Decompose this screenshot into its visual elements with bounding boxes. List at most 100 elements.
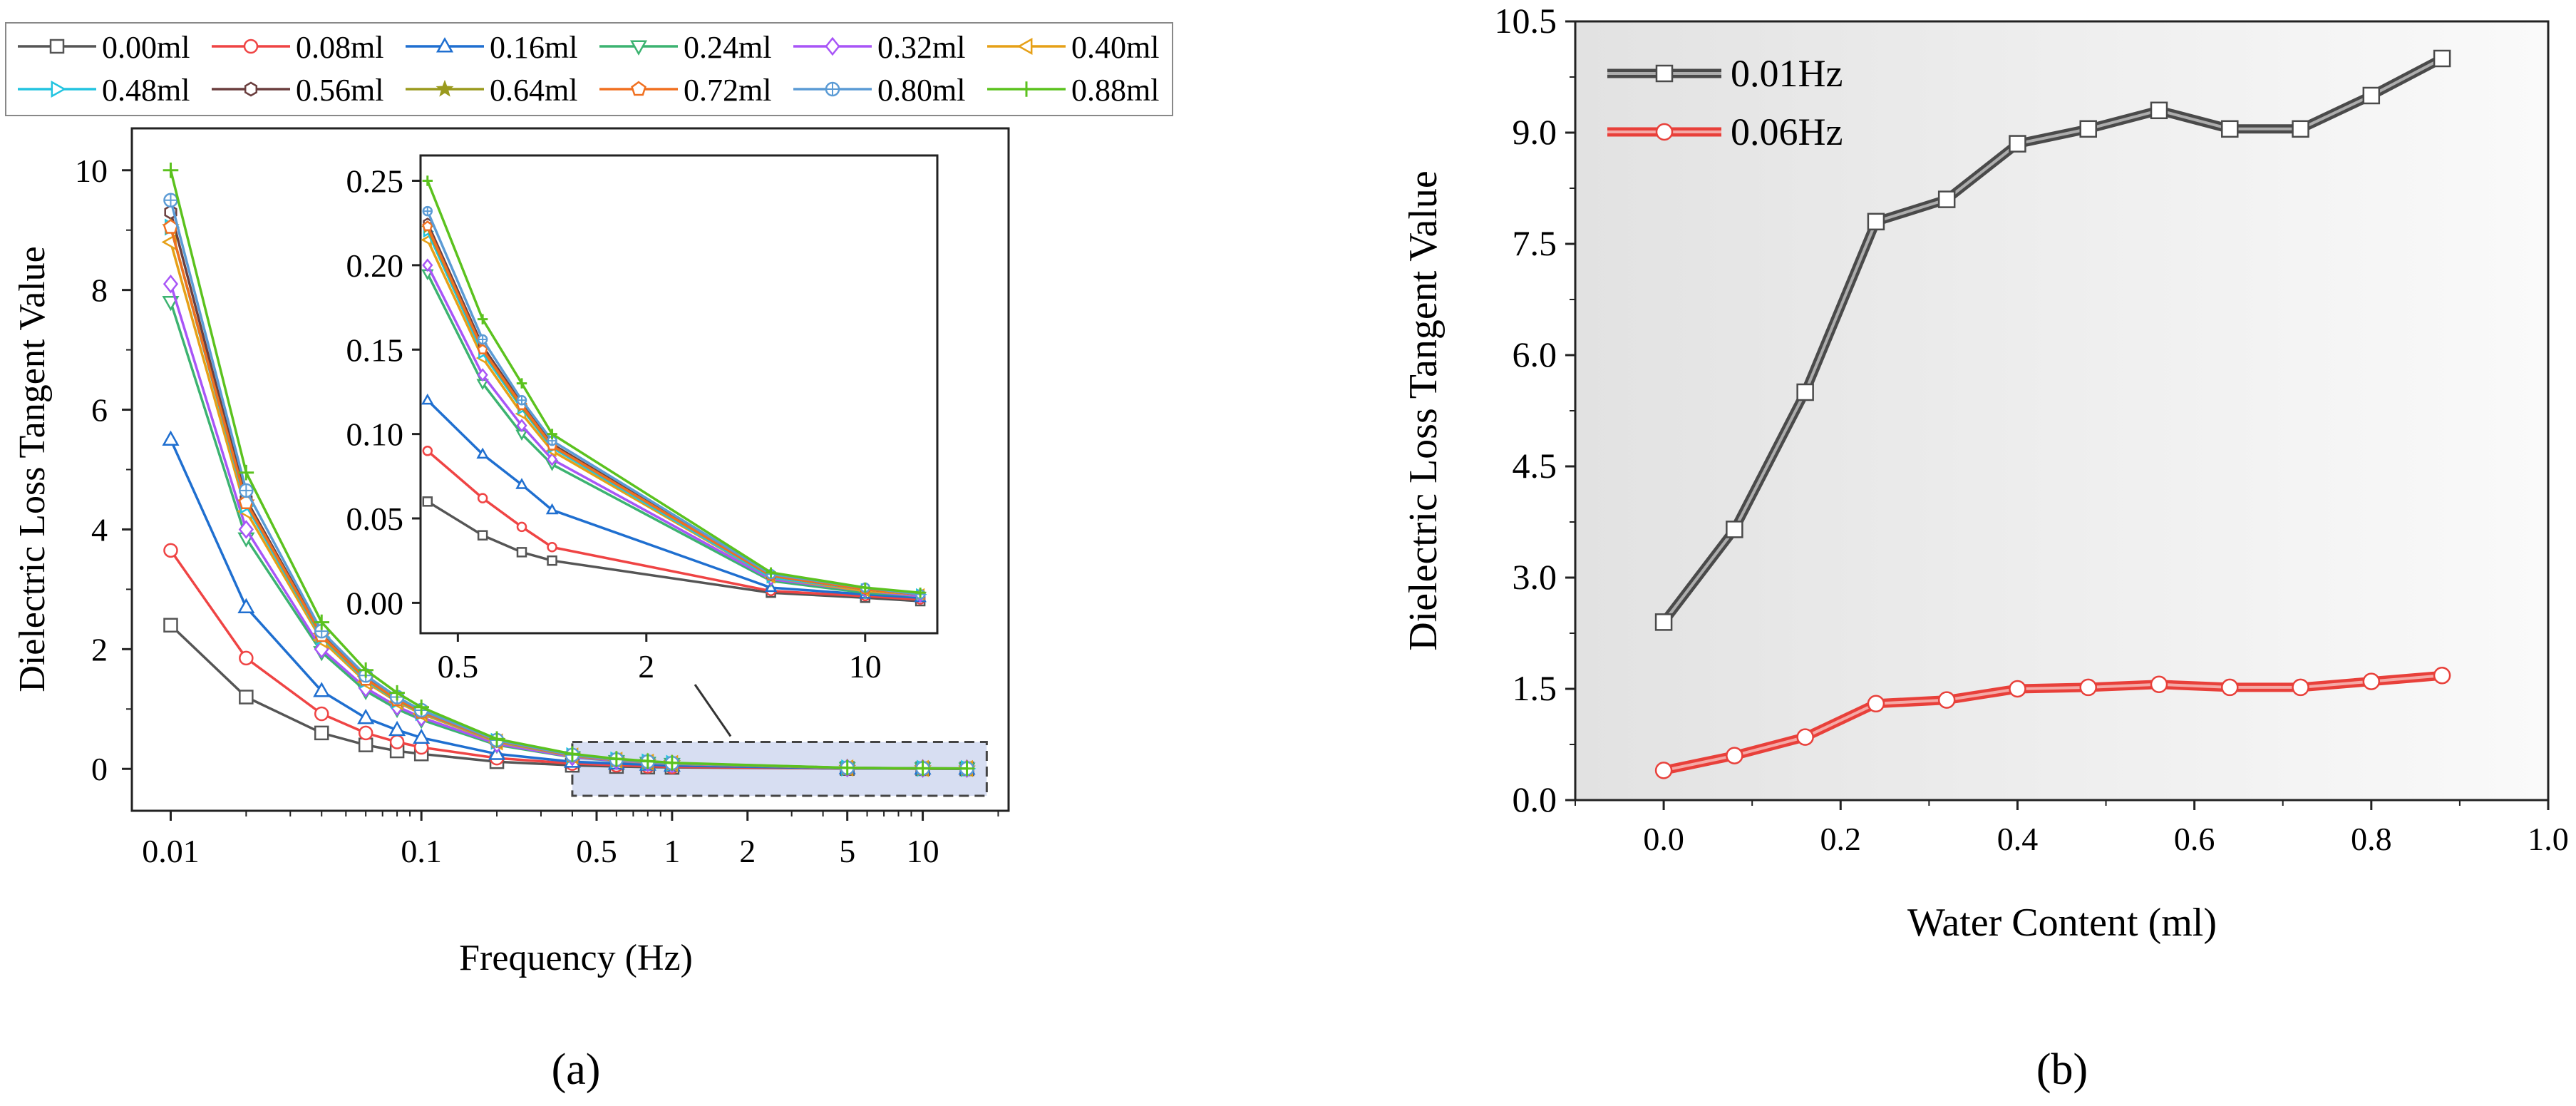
data-point-0-88ml <box>314 614 330 630</box>
data-point-0-01hz <box>1796 383 1814 401</box>
legend-marker-0-01hz <box>1655 64 1674 83</box>
data-point-0-24ml <box>162 295 180 312</box>
inset-point-0-00ml <box>477 530 488 541</box>
legend-marker-0-80ml <box>825 81 840 97</box>
data-point-0-01hz <box>1937 190 1956 208</box>
inset-point-0-32ml <box>546 452 558 466</box>
inset-y-tick-label: 0.10 <box>346 416 404 453</box>
inset-x-tick-label: 2 <box>638 648 654 685</box>
data-point-0-01hz <box>2221 120 2239 138</box>
legend-a-entries: 0.00ml 0.08ml 0.16ml 0.24ml 0.32ml 0.40ml 0.48… <box>18 30 1159 108</box>
data-point-0-01hz <box>2292 120 2309 138</box>
x-tick-label-a: 0.01 <box>142 833 200 869</box>
data-point-0-88ml <box>413 699 429 715</box>
data-point-0-16ml <box>413 728 431 744</box>
y-tick-label-b: 0.0 <box>1513 779 1557 819</box>
panel-b: 0.0 0.2 0.4 0.6 0.8 1.0 0.0 1.5 3.0 4.5 6.0 7.5 9.0 1… <box>1401 1 2569 1094</box>
inset-y-tick-label: 0.20 <box>346 247 404 284</box>
series-line-inner-0-01hz <box>1662 57 2443 623</box>
inset-point-0-88ml <box>547 429 557 439</box>
inset-point-0-00ml <box>422 496 433 507</box>
data-point-0-01hz <box>2079 120 2097 138</box>
data-point-0-00ml <box>314 725 329 741</box>
data-point-0-16ml <box>388 720 406 737</box>
inset-point-0-32ml <box>516 419 527 433</box>
legend-marker-0-88ml <box>1019 81 1034 97</box>
inset-point-0-08ml <box>516 521 527 533</box>
inset-series <box>421 175 927 607</box>
plot-background-b <box>1575 21 2548 800</box>
data-point-0-01hz <box>2433 49 2451 68</box>
data-point-0-80ml <box>163 193 178 208</box>
data-point-0-06hz <box>2362 672 2381 690</box>
y-tick-label-a: 2 <box>91 631 108 667</box>
legend-marker-0-16ml <box>436 37 454 53</box>
inset-point-0-08ml <box>422 446 433 456</box>
inset-point-0-88ml <box>860 582 870 593</box>
legend-label-0-16ml: 0.16ml <box>490 30 577 65</box>
data-point-0-01hz <box>2150 101 2168 120</box>
legend-label-0-08ml: 0.08ml <box>296 30 383 65</box>
data-point-0-88ml <box>915 760 931 777</box>
data-point-0-06hz <box>2221 678 2239 697</box>
legend-marker-0-64ml <box>436 79 454 97</box>
data-point-0-16ml <box>162 430 180 446</box>
legend-marker-0-24ml <box>629 40 648 56</box>
data-point-0-08ml <box>163 543 178 558</box>
legend-label-0-48ml: 0.48ml <box>102 73 190 108</box>
data-point-0-06hz <box>2009 680 2026 698</box>
inset-point-0-88ml <box>915 587 926 598</box>
data-point-0-88ml <box>163 162 179 178</box>
data-point-0-32ml <box>238 520 254 539</box>
axes-a-ticks: 0.01 0.1 0.5 1 2 5 10 0 2 4 6 8 10 <box>75 153 999 869</box>
zoom-leader-line <box>694 684 732 737</box>
data-point-0-88ml <box>639 753 656 769</box>
inset-y-tick-label: 0.25 <box>346 163 404 200</box>
data-point-0-88ml <box>664 755 680 771</box>
legend-label-0-80ml: 0.80ml <box>877 73 965 108</box>
legend-label-0-01hz: 0.01Hz <box>1731 52 1843 95</box>
y-tick-label-a: 4 <box>91 511 108 548</box>
x-axis-label-a: Frequency (Hz) <box>459 938 693 978</box>
data-point-0-00ml <box>358 737 373 752</box>
data-point-0-01hz <box>2362 86 2381 105</box>
inset-y-tick-label: 0.00 <box>346 585 404 621</box>
inset-point-0-16ml <box>476 447 489 459</box>
data-point-0-06hz <box>2433 667 2451 685</box>
data-point-0-08ml <box>358 725 373 741</box>
data-point-0-16ml <box>237 598 255 614</box>
data-point-0-88ml <box>389 685 405 701</box>
inset-point-0-80ml-cross <box>478 335 488 344</box>
inset-point-0-72ml <box>422 220 433 232</box>
y-tick-label-a: 8 <box>91 272 108 309</box>
data-point-0-01hz <box>1654 613 1673 631</box>
x-axis-label-b: Water Content (ml) <box>1907 901 2217 945</box>
inset-point-0-16ml <box>545 503 559 515</box>
y-tick-label-b: 6.0 <box>1513 334 1557 374</box>
inset-point-0-80ml-cross <box>517 396 527 405</box>
inset-point-0-16ml <box>515 478 528 489</box>
inset-point-0-08ml <box>477 493 488 503</box>
inset-y-tick-label: 0.15 <box>346 332 404 368</box>
x-tick-label-b: 0.6 <box>2174 821 2215 857</box>
inset-point-0-08ml <box>547 542 557 553</box>
legend-label-0-64ml: 0.64ml <box>490 73 577 108</box>
y-tick-label-a: 0 <box>91 751 108 787</box>
series-line-0-88ml <box>169 170 967 770</box>
inset-point-0-32ml <box>422 258 433 272</box>
data-point-0-06hz <box>1726 747 1743 764</box>
inset-point-0-80ml <box>516 395 527 406</box>
y-axis-label-b: Dielectric Loss Tangent Value <box>1401 170 1446 651</box>
x-tick-label-b: 0.4 <box>1997 821 2039 857</box>
data-point-0-16ml <box>357 708 375 724</box>
inset-point-0-88ml <box>477 314 488 324</box>
legend-marker-0-72ml <box>631 81 646 96</box>
legend-marker-0-48ml <box>51 80 66 98</box>
inset-point-0-00ml <box>547 555 557 566</box>
data-point-0-08ml <box>389 734 405 749</box>
legend-b: 0.01Hz 0.06Hz <box>1607 52 1843 153</box>
legend-marker-0-80ml-cross <box>826 83 839 96</box>
x-tick-label-b: 0.2 <box>1820 821 1862 857</box>
data-point-0-16ml <box>313 682 331 697</box>
